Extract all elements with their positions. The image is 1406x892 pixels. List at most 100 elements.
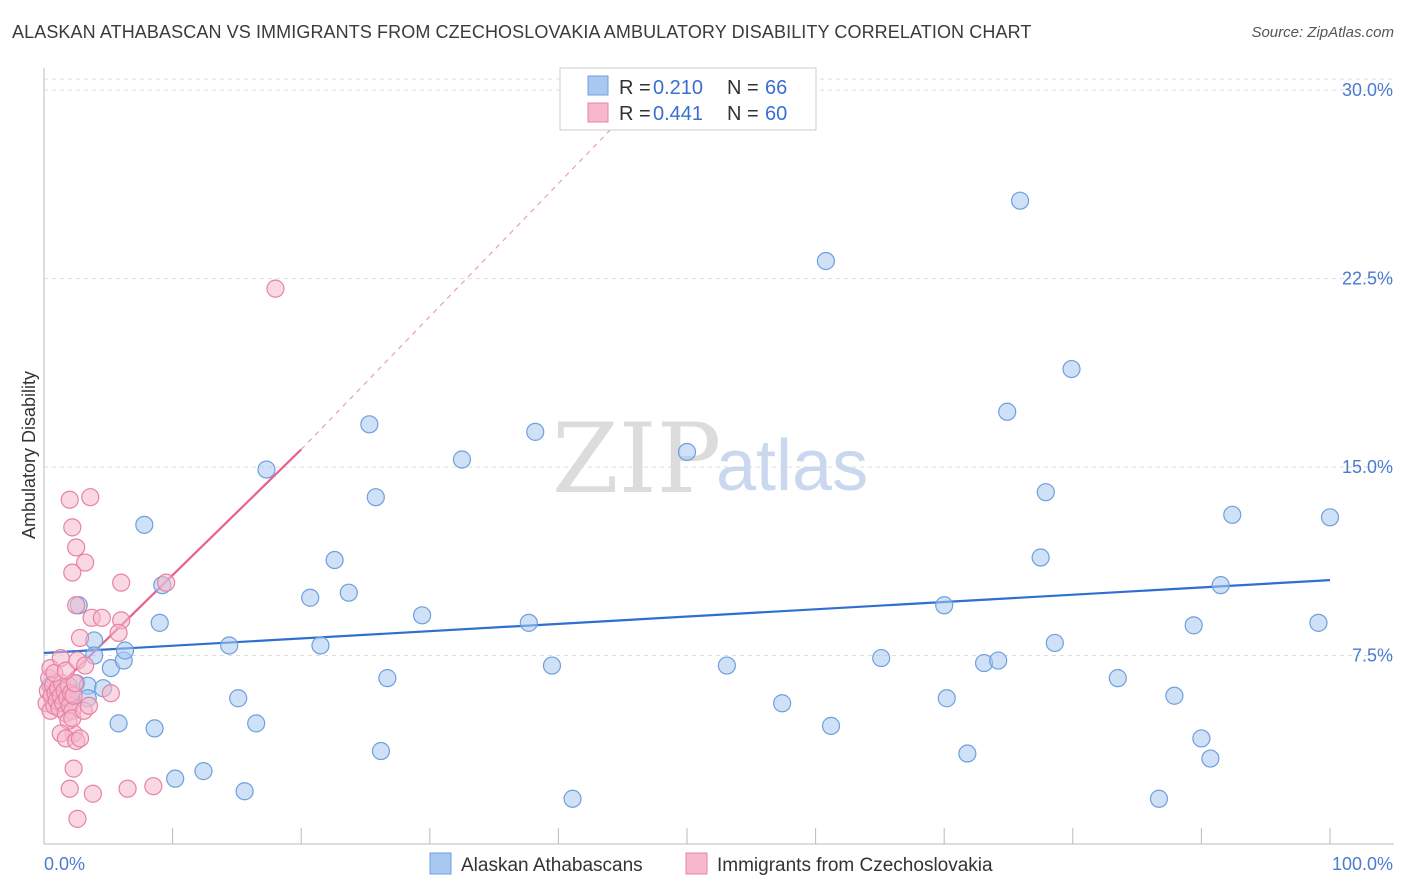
pink-data-point [67, 538, 86, 557]
blue-data-point [1223, 505, 1242, 524]
pink-data-point [79, 696, 99, 715]
blue-data-point [1062, 359, 1081, 379]
legend-n-value-1: 66 [765, 77, 787, 99]
blue-data-point [563, 789, 582, 808]
blue-data-point [412, 606, 432, 625]
blue-data-point [1184, 616, 1203, 635]
blue-data-point [1149, 789, 1169, 808]
pink-data-point [63, 518, 82, 537]
x-tick-label-max: 100.0% [1332, 854, 1393, 874]
blue-data-point [371, 741, 391, 761]
pink-data-point [144, 777, 163, 796]
blue-data-point [937, 689, 956, 708]
x-tick-label-min: 0.0% [44, 854, 85, 874]
blue-data-point [989, 651, 1008, 670]
blue-data-point [1211, 576, 1230, 595]
pink-data-point [92, 608, 111, 627]
blue-data-point [773, 694, 792, 713]
correlation-legend: R = 0.210 N = 66 R = 0.441 N = 60 [559, 67, 817, 131]
watermark-zip: ZIP [552, 403, 721, 515]
pink-data-point [76, 553, 95, 572]
pink-data-point [83, 784, 102, 803]
blue-data-point [526, 422, 545, 441]
blue-data-point [1192, 729, 1211, 748]
source-credit: Source: ZipAtlas.com [1251, 24, 1394, 41]
pink-data-point [60, 490, 79, 509]
blue-trend-line [43, 579, 1331, 655]
y-tick-label: 30.0% [1342, 80, 1393, 100]
blue-data-point [1309, 613, 1328, 632]
pink-data-point [65, 674, 84, 693]
y-tick-label: 22.5% [1342, 269, 1393, 289]
blue-data-point [247, 714, 266, 733]
blue-data-point [220, 636, 239, 655]
blue-data-point [360, 415, 379, 434]
blue-data-point [1165, 686, 1184, 705]
pink-data-point [157, 573, 176, 592]
legend-n-value-2: 60 [765, 103, 787, 125]
y-axis-title: Ambulatory Disability [19, 371, 39, 539]
blue-data-point [257, 460, 276, 479]
legend-r-label-2: R = [619, 103, 656, 125]
blue-data-point [366, 488, 385, 507]
blue-data-point [935, 596, 954, 615]
blue-data-point [115, 641, 135, 660]
blue-data-point [821, 716, 841, 735]
blue-data-point [1201, 749, 1220, 768]
blue-data-point [339, 583, 358, 602]
blue-data-point [1108, 669, 1127, 688]
series-legend-label-pink: Immigrants from Czechoslovakia [717, 855, 993, 876]
legend-swatch-blue [587, 75, 609, 96]
y-tick-label: 7.5% [1352, 646, 1393, 666]
blue-data-point [542, 656, 562, 675]
blue-data-point [958, 744, 977, 763]
pink-data-point [67, 596, 86, 615]
pink-data-point [60, 779, 79, 798]
pink-data-point [109, 623, 128, 643]
pink-data-point [70, 729, 90, 748]
blue-data-point [998, 402, 1017, 421]
blue-data-point [301, 588, 320, 607]
y-tick-label: 15.0% [1342, 457, 1393, 477]
blue-data-point [311, 636, 330, 655]
blue-data-point [452, 450, 472, 469]
pink-data-point [64, 759, 83, 778]
pink-data-point [112, 573, 131, 592]
legend-r-value-2: 0.441 [653, 103, 703, 125]
blue-data-point [229, 689, 248, 708]
blue-data-point [150, 613, 169, 632]
series-legend-swatch-pink [685, 852, 708, 875]
blue-data-point [378, 669, 397, 688]
watermark-atlas: atlas [716, 426, 868, 506]
series-legend-label-blue: Alaskan Athabascans [461, 855, 643, 876]
legend-r-value-1: 0.210 [653, 77, 703, 99]
blue-data-point [1320, 508, 1340, 527]
blue-data-point [235, 782, 254, 801]
blue-data-point [677, 442, 697, 462]
blue-data-point [1045, 633, 1064, 653]
watermark: ZIP atlas [552, 403, 868, 515]
tick-labels: 7.5% 15.0% 22.5% 30.0% 0.0% 100.0% [44, 80, 1393, 874]
blue-data-point [135, 515, 154, 534]
blue-data-point [325, 550, 344, 570]
pink-trend-extension [300, 129, 611, 450]
legend-r-label-1: R = [619, 77, 656, 99]
pink-data-point [81, 488, 100, 507]
blue-data-point [1031, 548, 1050, 567]
pink-data-point [118, 779, 137, 798]
data-points [37, 191, 1340, 828]
blue-data-point [717, 656, 736, 675]
pink-data-point [68, 809, 87, 828]
pink-data-point [56, 661, 75, 680]
blue-data-point [194, 762, 213, 781]
pink-data-point [70, 628, 90, 648]
blue-data-point [166, 769, 185, 788]
pink-data-point [266, 279, 285, 298]
blue-data-point [816, 251, 835, 271]
chart-title: ALASKAN ATHABASCAN VS IMMIGRANTS FROM CZ… [12, 22, 1032, 42]
blue-data-point [1010, 191, 1030, 210]
blue-data-point [109, 714, 128, 733]
blue-data-point [1036, 483, 1055, 502]
legend-n-label-2: N = [727, 103, 764, 125]
